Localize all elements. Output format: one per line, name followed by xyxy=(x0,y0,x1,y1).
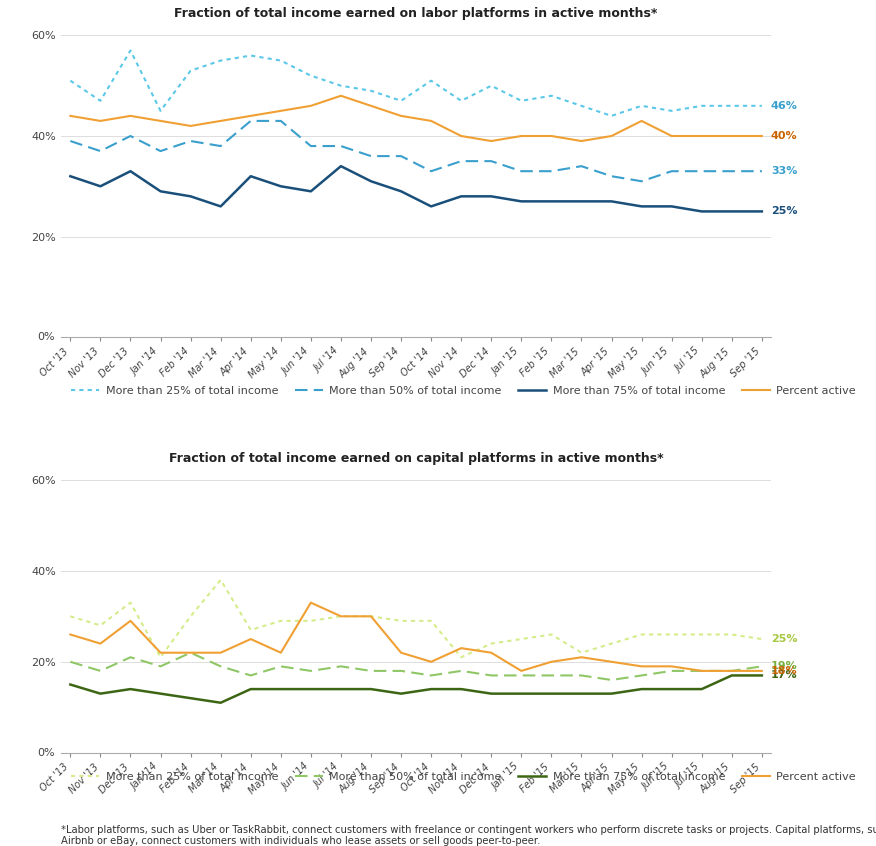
Text: 25%: 25% xyxy=(771,206,797,217)
Title: Fraction of total income earned on capital platforms in active months*: Fraction of total income earned on capit… xyxy=(169,453,663,465)
Text: 40%: 40% xyxy=(771,131,797,141)
Text: *Labor platforms, such as Uber or TaskRabbit, connect customers with freelance o: *Labor platforms, such as Uber or TaskRa… xyxy=(61,825,876,846)
Text: 25%: 25% xyxy=(771,634,797,644)
Title: Fraction of total income earned on labor platforms in active months*: Fraction of total income earned on labor… xyxy=(174,7,658,20)
Legend: More than 25% of total income, More than 50% of total income, More than 75% of t: More than 25% of total income, More than… xyxy=(67,767,860,786)
Text: 17%: 17% xyxy=(771,670,797,680)
Text: 0%: 0% xyxy=(38,332,55,342)
Text: 0%: 0% xyxy=(38,748,55,758)
Text: 46%: 46% xyxy=(771,101,798,111)
Text: 33%: 33% xyxy=(771,166,797,176)
Legend: More than 25% of total income, More than 50% of total income, More than 75% of t: More than 25% of total income, More than… xyxy=(67,381,860,400)
Text: 19%: 19% xyxy=(771,662,798,672)
Text: 18%: 18% xyxy=(771,666,797,676)
